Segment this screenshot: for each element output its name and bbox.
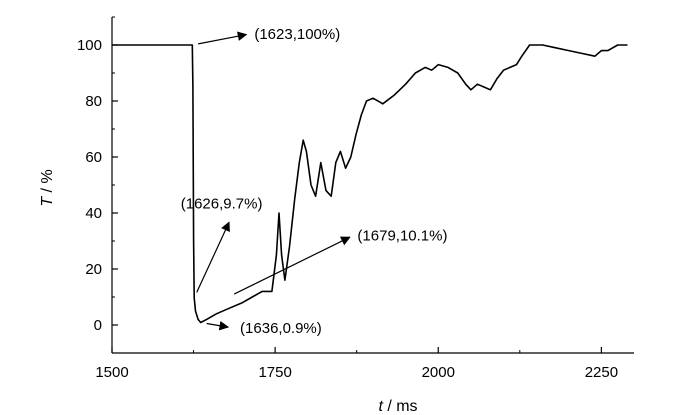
x-axis-label-var: t: [378, 398, 383, 415]
annotations-group: (1623,100%) (1626,9.7%) (1636,0.9%) (1679,1…: [181, 26, 448, 337]
annotation-arrow: [196, 221, 230, 293]
x-tick-label: 2000: [422, 364, 455, 381]
annotation-arrow: [206, 320, 230, 331]
annotation-label: (1679,10.1%): [357, 227, 447, 244]
x-tick-label: 1500: [95, 364, 128, 381]
series-group: [112, 44, 628, 324]
annotation-label: (1626,9.7%): [181, 196, 263, 213]
x-axis-label: t / ms: [378, 398, 417, 415]
annotation-arrow: [233, 236, 351, 295]
y-tick-label: 80: [85, 93, 102, 110]
y-tick-label: 60: [85, 149, 102, 166]
y-axis-label-unit: / %: [39, 169, 56, 197]
x-axis-label-unit: / ms: [383, 398, 418, 415]
y-axis-label: T / %: [39, 169, 56, 206]
y-axis-label-var: T: [39, 196, 56, 207]
y-tick-label: 20: [85, 261, 102, 278]
chart-axes: [111, 17, 634, 354]
x-axis-ticks: 1500 1750 2000 2250: [95, 347, 618, 381]
x-tick-label: 2250: [585, 364, 618, 381]
annotation-label: (1636,0.9%): [240, 320, 322, 337]
series-line-1: [112, 44, 628, 324]
y-tick-label: 0: [94, 317, 102, 334]
x-tick-label: 1750: [258, 364, 291, 381]
y-tick-label: 100: [77, 37, 102, 54]
annotation-label: (1623,100%): [254, 26, 340, 43]
y-tick-label: 40: [85, 205, 102, 222]
y-axis-ticks: 0 20 40 60 80 100: [77, 16, 118, 354]
annotation-arrow: [198, 31, 248, 45]
